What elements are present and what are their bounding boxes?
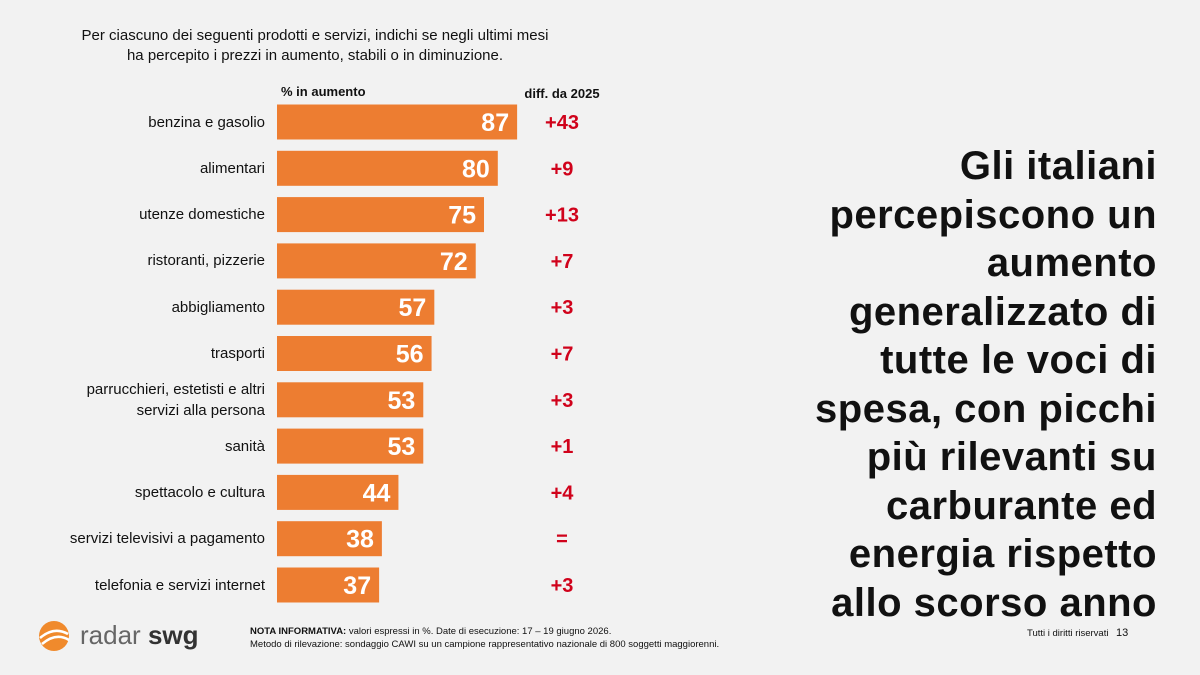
diff-label: +4: [551, 482, 575, 504]
bar: [277, 474, 399, 510]
diff-label: +43: [545, 112, 579, 134]
diff-label: +13: [545, 205, 579, 227]
bar: [277, 521, 382, 557]
value-label: 57: [399, 294, 427, 322]
value-label: 75: [448, 202, 476, 230]
bar: [277, 382, 424, 418]
note-text: valori espressi in %. Date di esecuzione…: [348, 626, 612, 637]
bar: [277, 428, 424, 464]
diff-label: =: [556, 529, 568, 551]
rights: Tutti i diritti riservati: [1027, 628, 1109, 639]
value-label: 80: [462, 155, 490, 183]
diff-label: +1: [551, 436, 574, 458]
category-label: servizi televisivi a pagamento: [69, 530, 265, 548]
bar: [277, 289, 435, 325]
value-label: 56: [396, 341, 424, 369]
value-label: 87: [481, 109, 509, 137]
diff-label: +7: [551, 344, 574, 366]
category-label: ristoranti, pizzerie: [147, 252, 265, 270]
diff-label: +9: [551, 158, 574, 180]
diff-label: +3: [551, 297, 574, 319]
question: Per ciascuno dei seguenti prodotti e ser…: [81, 27, 549, 64]
category-label: trasporti: [210, 345, 265, 362]
value-label: 38: [346, 526, 374, 554]
category-label: abbigliamento: [171, 298, 265, 316]
logo-swg: swg: [147, 620, 199, 650]
diff-label: +3: [551, 390, 574, 412]
category-label: sanità: [224, 437, 265, 455]
note-line2: Metodo di rilevazione: sondaggio CAWI su…: [250, 639, 720, 650]
value-label: 53: [387, 433, 415, 461]
bar: [277, 243, 476, 279]
page-number: 13: [1116, 627, 1129, 639]
bar: [277, 150, 498, 186]
headline: Gli italiani percepiscono un aumento gen…: [815, 144, 1157, 625]
value-label: 37: [343, 572, 371, 600]
note: NOTA INFORMATIVA: valori espressi in %. …: [250, 625, 719, 651]
logo-icon: [39, 621, 70, 651]
note-label: NOTA INFORMATIVA:: [250, 626, 347, 637]
value-label: 53: [387, 387, 415, 415]
category-label: benzina e gasolio: [148, 113, 265, 131]
diff-label: +7: [551, 251, 574, 273]
category-label: parrucchieri, estetisti e altri servizi …: [86, 380, 265, 419]
bar: [277, 104, 518, 140]
diff-label: +3: [551, 575, 574, 597]
diff-header: diff. da 2025: [524, 86, 600, 101]
logo-text: radar swg: [80, 620, 199, 651]
bar: [277, 197, 484, 233]
value-label: 44: [363, 479, 391, 507]
category-label: alimentari: [199, 159, 265, 177]
value-header: % in aumento: [281, 84, 366, 99]
value-label: 72: [440, 248, 468, 276]
logo-radar: radar: [80, 620, 141, 650]
category-label: utenze domestiche: [139, 206, 265, 224]
bar: [277, 336, 432, 371]
category-label: telefonia e servizi internet: [94, 576, 265, 594]
category-label: spettacolo e cultura: [134, 483, 265, 501]
bar: [277, 567, 380, 603]
